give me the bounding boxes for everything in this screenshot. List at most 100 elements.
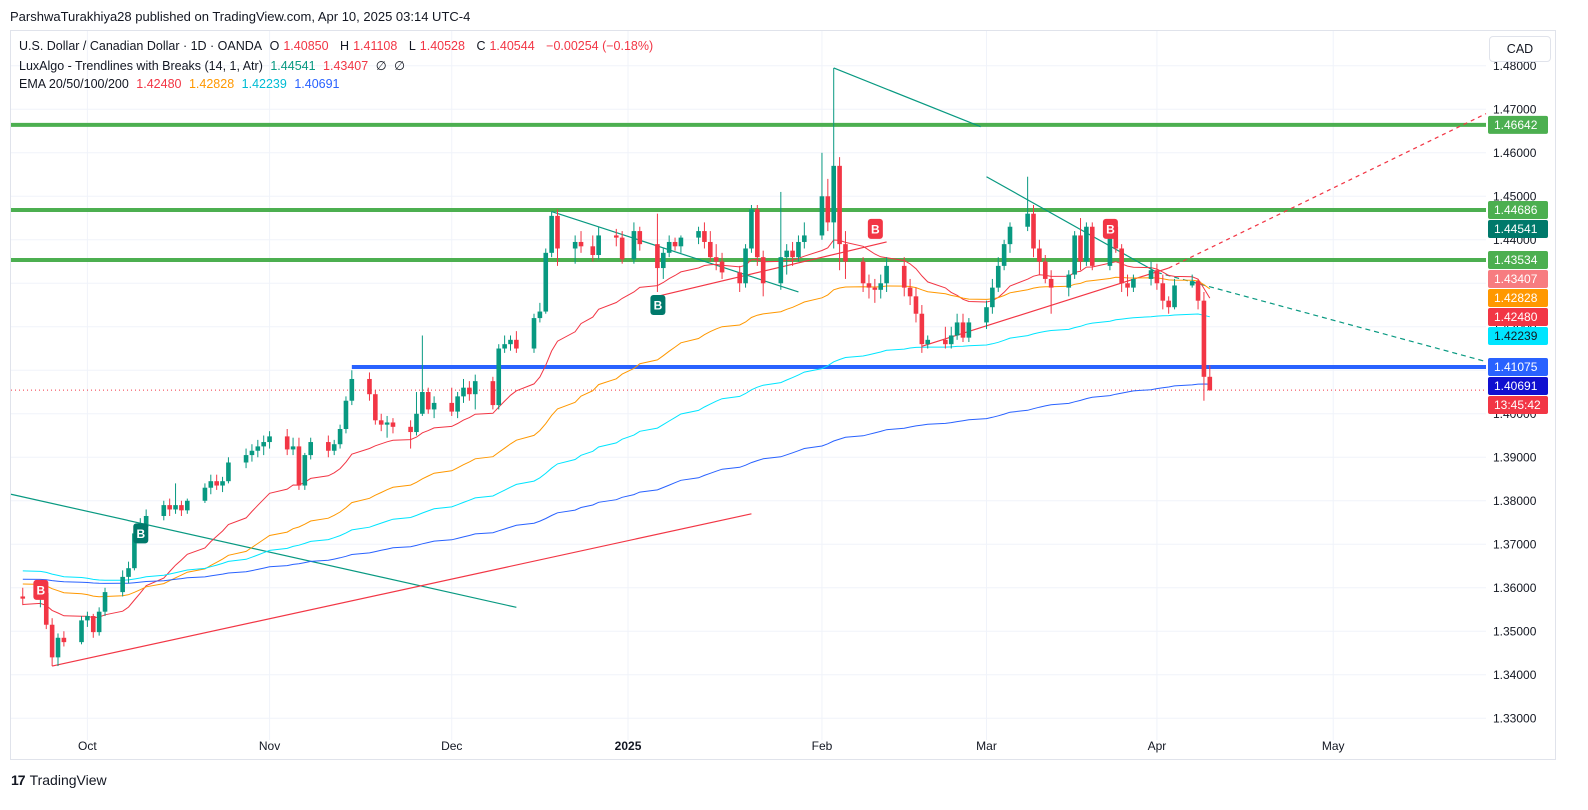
trendline-down xyxy=(10,493,517,608)
candle-body xyxy=(214,481,219,486)
candle xyxy=(825,178,831,232)
price-label: 1.42239 xyxy=(1488,327,1548,346)
candle xyxy=(1089,222,1095,271)
time-tick: 2025 xyxy=(615,739,642,753)
candle-body xyxy=(243,455,249,463)
candle xyxy=(49,618,55,667)
change-value: −0.00254 (−0.18%) xyxy=(546,39,654,53)
candle xyxy=(719,252,725,279)
candle-body xyxy=(102,592,108,612)
candle xyxy=(596,226,601,260)
candle-body xyxy=(743,248,748,284)
candle-body xyxy=(954,322,960,336)
candle xyxy=(349,370,355,406)
horizontal-levels xyxy=(11,122,1486,391)
candle xyxy=(449,387,455,416)
candle-body xyxy=(85,616,90,621)
candle-body xyxy=(943,339,948,345)
trendlines xyxy=(10,67,1487,667)
legend-luxalgo[interactable]: LuxAlgo - Trendlines with Breaks (14, 1,… xyxy=(19,58,409,73)
candle-body xyxy=(461,387,466,397)
luxalgo-value-1: 1.44541 xyxy=(270,59,316,73)
luxalgo-value-2: 1.43407 xyxy=(323,59,369,73)
candle xyxy=(337,424,343,449)
currency-button[interactable]: CAD xyxy=(1489,36,1551,62)
candle-body xyxy=(55,637,61,658)
candle xyxy=(1131,274,1136,292)
price-label: 13:45:42 xyxy=(1488,396,1548,415)
candle xyxy=(760,250,766,297)
legend-ema[interactable]: EMA 20/50/100/200 1.42480 1.42828 1.4223… xyxy=(19,77,344,91)
candle xyxy=(302,452,308,490)
high-value: H 1.41108 xyxy=(340,39,398,53)
luxalgo-value-4: ∅ xyxy=(394,59,405,73)
candle-body xyxy=(655,244,660,269)
time-axis[interactable]: Oct Nov Dec 2025 Feb Mar Apr May xyxy=(78,739,1344,753)
price-label-bg xyxy=(1488,377,1548,396)
candle xyxy=(837,157,842,271)
candle-body xyxy=(126,568,131,577)
trendline-up-projection xyxy=(1168,113,1487,269)
candle-body xyxy=(860,261,866,284)
ema-lines xyxy=(22,239,1211,619)
candle xyxy=(919,305,925,353)
candle-body xyxy=(425,392,431,410)
price-label-bg xyxy=(1488,251,1548,270)
candle xyxy=(126,561,131,584)
candle xyxy=(1148,261,1154,286)
candle xyxy=(408,420,413,449)
candle-body xyxy=(349,378,355,401)
candle xyxy=(831,67,837,249)
price-label: 1.41075 xyxy=(1488,358,1548,377)
ema100-value: 1.42239 xyxy=(241,77,287,91)
candle xyxy=(1037,239,1042,275)
candle-body xyxy=(267,436,272,443)
candle xyxy=(755,204,760,266)
candle xyxy=(925,335,931,349)
candle xyxy=(308,437,314,460)
candle-body xyxy=(184,500,190,511)
candle-body xyxy=(472,381,478,395)
candle xyxy=(1007,222,1013,253)
candle xyxy=(878,274,884,299)
luxalgo-value-3: ∅ xyxy=(375,59,387,73)
price-tick: 1.36000 xyxy=(1493,581,1537,595)
candle-body xyxy=(878,283,884,290)
candle-body xyxy=(543,252,549,312)
candle-body xyxy=(390,422,396,427)
price-label: 1.40691 xyxy=(1488,377,1548,396)
price-label-text: 1.42828 xyxy=(1494,291,1538,305)
candle xyxy=(367,372,372,401)
candle-body xyxy=(884,265,889,284)
tradingview-brand[interactable]: 17 TradingView xyxy=(11,772,107,788)
badge-bg xyxy=(867,218,883,239)
candle xyxy=(420,335,425,416)
candle-body xyxy=(1089,226,1095,266)
candle xyxy=(1025,176,1030,232)
candle-body xyxy=(43,592,49,625)
candle-body xyxy=(1125,283,1130,288)
candle xyxy=(578,231,584,253)
price-label-bg xyxy=(1488,308,1548,327)
legend-main[interactable]: U.S. Dollar / Canadian Dollar · 1D · OAN… xyxy=(19,39,657,53)
candle xyxy=(713,244,719,271)
candle-body xyxy=(343,400,349,429)
candle xyxy=(249,444,255,462)
candle-body xyxy=(467,387,472,395)
ema200-value: 1.40691 xyxy=(294,77,340,91)
candle xyxy=(860,257,866,292)
candle-body xyxy=(161,505,167,516)
badge-bg xyxy=(33,579,49,600)
candle xyxy=(954,313,960,340)
trendline-up xyxy=(657,241,887,297)
candle-body xyxy=(179,505,184,511)
badge-letter: B xyxy=(1106,222,1115,236)
candle-body xyxy=(1166,300,1171,308)
price-label-text: 1.42239 xyxy=(1494,329,1538,343)
badge-letter: B xyxy=(37,583,46,597)
candle-body xyxy=(220,481,225,486)
candle xyxy=(655,213,660,292)
candle xyxy=(1189,274,1195,288)
candle xyxy=(1154,263,1160,290)
